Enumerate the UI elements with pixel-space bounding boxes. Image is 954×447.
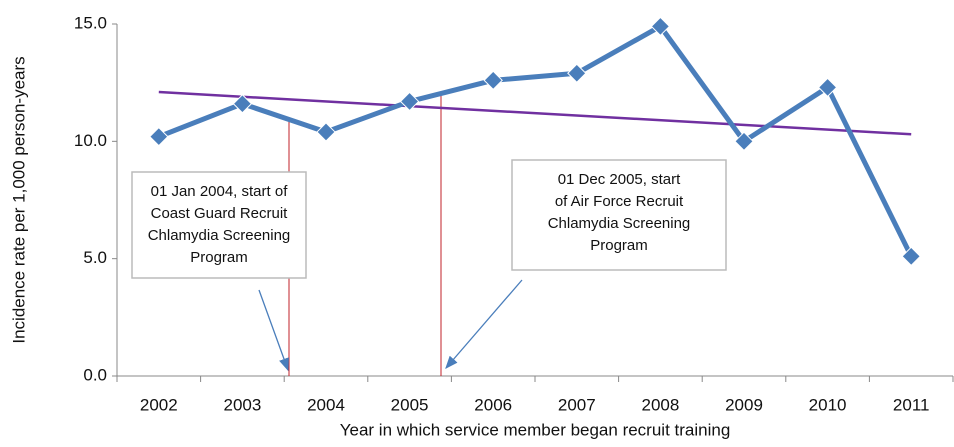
x-tick-label: 2006 — [474, 395, 512, 414]
data-point — [734, 131, 754, 152]
y-tick-label: 5.0 — [83, 248, 107, 267]
data-point — [650, 16, 671, 37]
data-point — [483, 70, 503, 91]
annotation-text: 01 Jan 2004, start of — [151, 183, 289, 200]
arrow — [258, 289, 289, 372]
x-tick-label: 2010 — [809, 395, 847, 414]
series-line — [157, 23, 914, 258]
data-point — [399, 91, 420, 112]
annotation-text: Coast Guard Recruit — [151, 205, 289, 222]
x-axis-title: Year in which service member began recru… — [340, 420, 731, 439]
x-tick-label: 2007 — [558, 395, 596, 414]
annotation-text: Program — [190, 249, 248, 266]
data-point — [901, 246, 921, 267]
y-tick-label: 0.0 — [83, 365, 107, 384]
annotation-text: of Air Force Recruit — [555, 193, 684, 210]
data-point — [817, 77, 838, 98]
data-point — [316, 122, 336, 142]
annotation-text: Chlamydia Screening — [548, 215, 691, 232]
x-tick-label: 2011 — [893, 395, 930, 414]
trend-line — [158, 90, 912, 136]
y-tick-label: 15.0 — [74, 13, 107, 32]
data-point — [232, 94, 253, 114]
annotation-text: Program — [590, 237, 648, 254]
annotation-box — [511, 159, 727, 271]
y-axis-title: Incidence rate per 1,000 person-years — [9, 56, 28, 343]
annotation-box — [131, 171, 307, 279]
x-tick-label: 2003 — [223, 395, 261, 414]
x-tick-label: 2008 — [641, 395, 679, 414]
annotation-text: Chlamydia Screening — [148, 227, 291, 244]
x-tick-label: 2002 — [140, 395, 178, 414]
y-tick-label: 10.0 — [74, 131, 107, 150]
annotation-text: 01 Dec 2005, start — [558, 171, 681, 188]
x-tick-label: 2009 — [725, 395, 763, 414]
data-point — [149, 126, 169, 147]
arrow — [445, 279, 523, 369]
x-tick-label: 2005 — [391, 395, 429, 414]
x-tick-label: 2004 — [307, 395, 345, 414]
data-point — [567, 63, 587, 83]
